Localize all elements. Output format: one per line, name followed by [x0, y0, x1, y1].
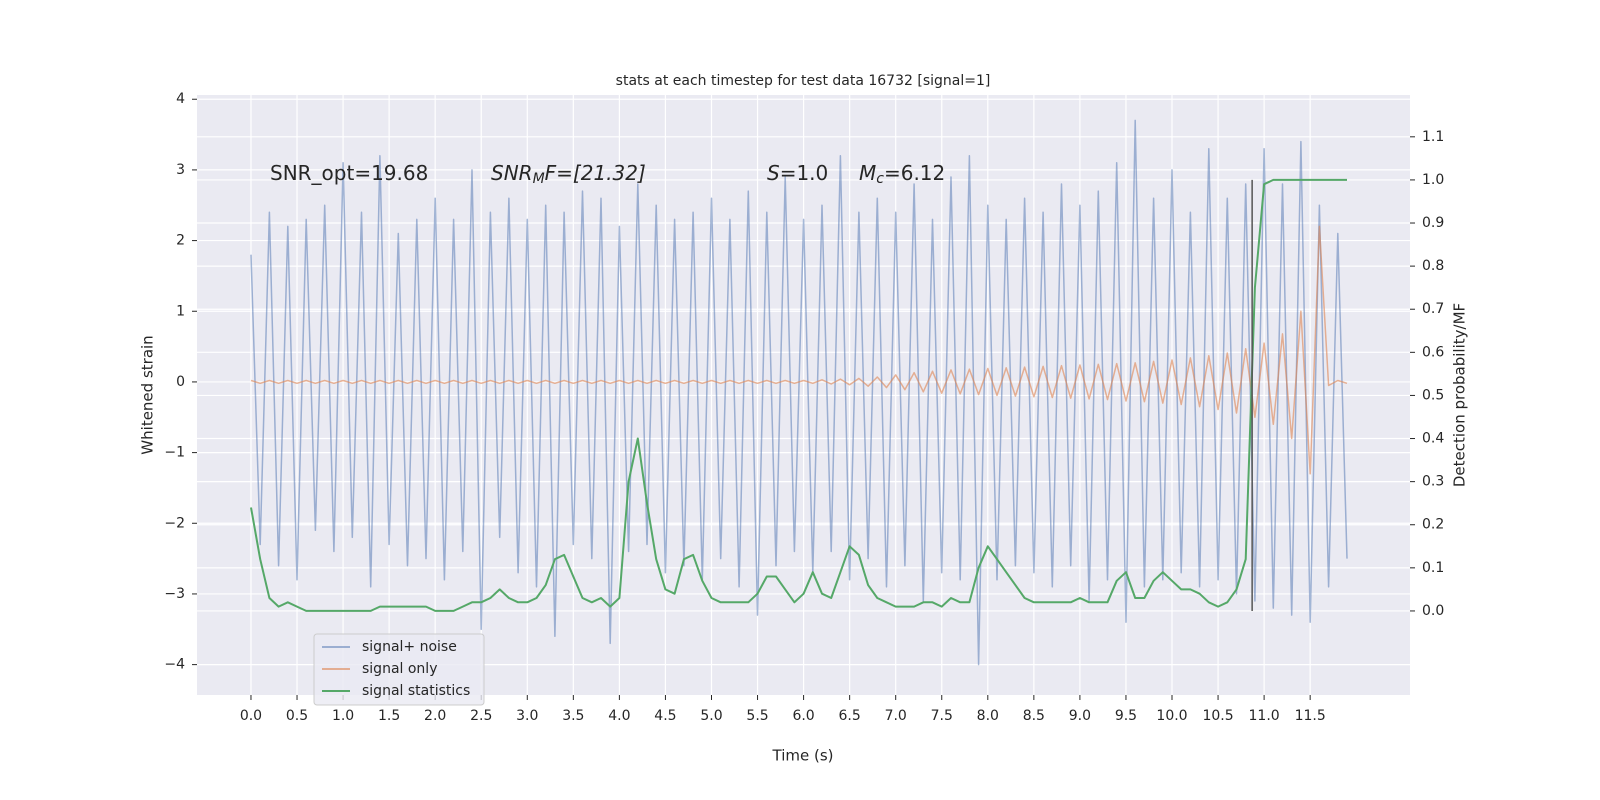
- annotation-part: S: [767, 161, 780, 185]
- x-tick-label: 7.0: [885, 708, 907, 724]
- y-tick-label: −3: [164, 586, 185, 602]
- x-tick-label: 2.5: [470, 708, 492, 724]
- annotation: SNR_opt=19.68: [270, 161, 428, 185]
- y2-tick-label: 0.9: [1422, 215, 1444, 231]
- series-line: [250, 225, 1348, 475]
- annotation: S=1.0: [767, 161, 828, 185]
- y-tick-label: 1: [176, 303, 185, 319]
- y-tick-label: 3: [176, 162, 185, 178]
- annotation-part: c: [876, 171, 884, 187]
- x-tick-label: 9.5: [1115, 708, 1137, 724]
- x-tick-label: 3.0: [516, 708, 538, 724]
- annotation-part: F=[21.32]: [545, 161, 646, 185]
- series-line: [250, 119, 1348, 666]
- x-tick-label: 0.5: [286, 708, 308, 724]
- y-axis-label: Whitened strain: [139, 335, 157, 454]
- x-tick-label: 1.0: [332, 708, 354, 724]
- x-tick-label: 2.0: [424, 708, 446, 724]
- y2-tick-label: 0.8: [1422, 258, 1444, 274]
- x-tick-label: 8.0: [977, 708, 999, 724]
- annotation-part: =1.0: [780, 161, 829, 185]
- x-tick-label: 10.5: [1202, 708, 1233, 724]
- y-tick-label: −2: [164, 515, 185, 531]
- y2-tick-label: 1.1: [1422, 129, 1444, 145]
- x-tick-label: 11.0: [1249, 708, 1280, 724]
- x-tick-label: 11.5: [1295, 708, 1326, 724]
- legend-label: signal+ noise: [362, 639, 457, 655]
- legend-box: [313, 633, 485, 706]
- chart-title: stats at each timestep for test data 167…: [616, 73, 991, 89]
- x-tick-label: 6.0: [792, 708, 814, 724]
- y2-tick-label: 0.3: [1422, 474, 1444, 490]
- y2-tick-label: 0.4: [1422, 431, 1444, 447]
- annotation-part: SNR_opt=19.68: [270, 161, 428, 185]
- x-tick-label: 6.5: [839, 708, 861, 724]
- y2-tick-label: 0.1: [1422, 560, 1444, 576]
- y2-tick-label: 0.7: [1422, 301, 1444, 317]
- x-axis-label: Time (s): [772, 747, 834, 765]
- y2-tick-label: 1.0: [1422, 172, 1444, 188]
- x-tick-label: 9.0: [1069, 708, 1091, 724]
- x-tick-label: 4.0: [608, 708, 630, 724]
- y-tick-label: −4: [164, 657, 185, 673]
- legend-label: signal statistics: [362, 683, 470, 699]
- y2-tick-label: 0.5: [1422, 387, 1444, 403]
- annotation: Mc=6.12: [859, 161, 945, 188]
- x-tick-label: 10.0: [1156, 708, 1187, 724]
- x-tick-label: 5.0: [700, 708, 722, 724]
- y-tick-label: 0: [176, 374, 185, 390]
- y-tick-label: 2: [176, 233, 185, 249]
- y2-tick-label: 0.6: [1422, 344, 1444, 360]
- y2-tick-label: 0.0: [1422, 603, 1444, 619]
- x-tick-label: 3.5: [562, 708, 584, 724]
- y2-tick-label: 0.2: [1422, 517, 1444, 533]
- annotation-part: M: [859, 161, 876, 185]
- x-tick-label: 5.5: [746, 708, 768, 724]
- y-tick-label: 4: [176, 91, 185, 107]
- y2-axis-label: Detection probability/MF: [1451, 303, 1469, 487]
- annotation: SNRMF=[21.32]: [491, 161, 646, 188]
- x-tick-label: 1.5: [378, 708, 400, 724]
- annotation-part: M: [533, 171, 545, 187]
- x-tick-label: 7.5: [931, 708, 953, 724]
- legend-label: signal only: [362, 661, 437, 677]
- annotation-part: =6.12: [884, 161, 945, 185]
- series-line: [250, 178, 1347, 612]
- y-tick-label: −1: [164, 445, 185, 461]
- x-tick-label: 0.0: [240, 708, 262, 724]
- x-tick-label: 4.5: [654, 708, 676, 724]
- x-tick-label: 8.5: [1023, 708, 1045, 724]
- annotation-part: SNR: [491, 161, 533, 185]
